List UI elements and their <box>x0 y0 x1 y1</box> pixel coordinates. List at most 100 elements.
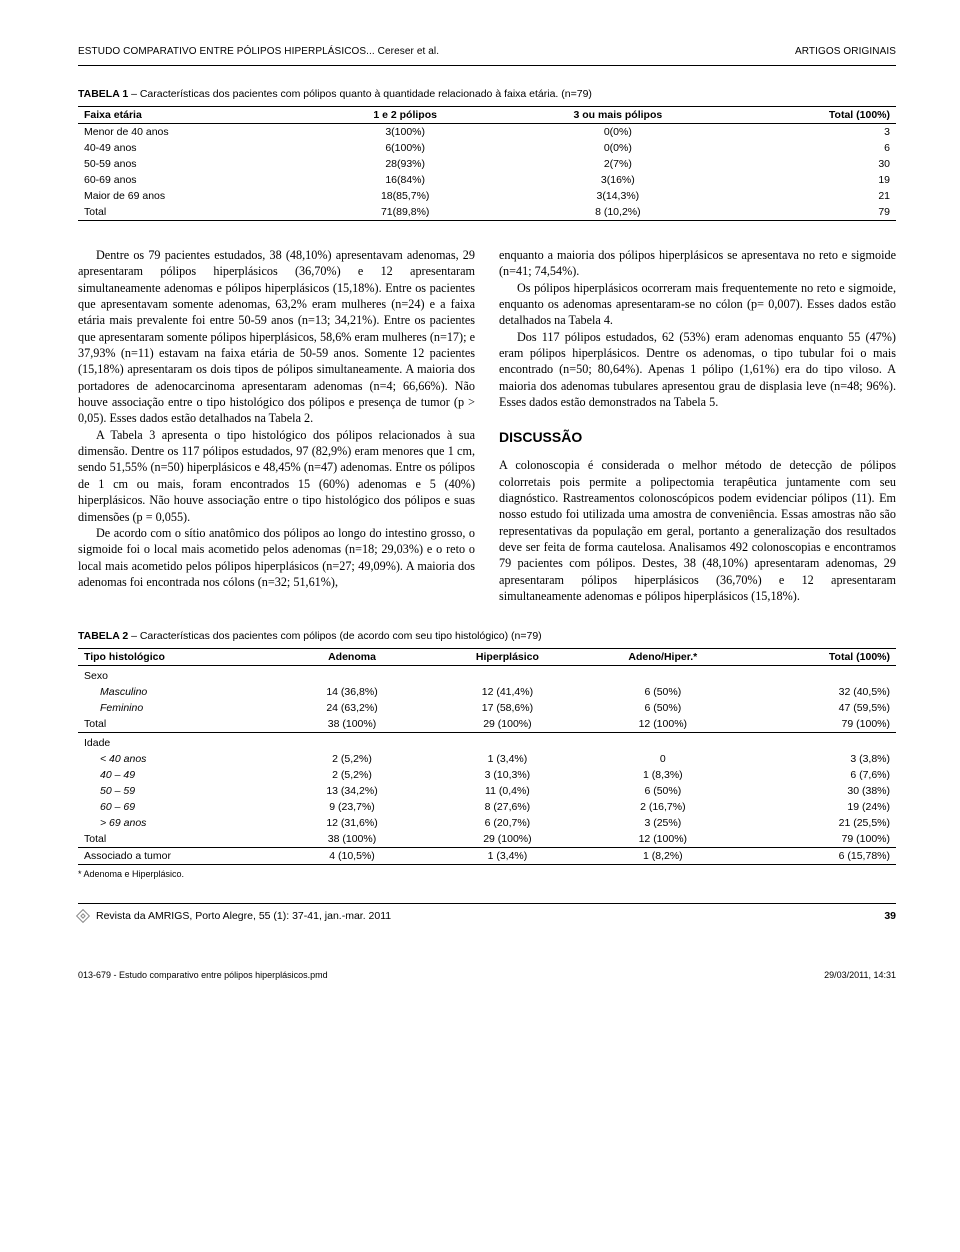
table-cell: 50-59 anos <box>78 156 307 172</box>
table-row: Idade <box>78 733 896 752</box>
table-cell: Maior de 69 anos <box>78 188 307 204</box>
table2-header-row: Tipo histológico Adenoma Hiperplásico Ad… <box>78 649 896 666</box>
table-cell: 18(85,7%) <box>307 188 503 204</box>
table-cell: 2(7%) <box>503 156 732 172</box>
table-cell <box>585 733 740 752</box>
t2-h2: Hiperplásico <box>430 649 585 666</box>
table-cell: 40-49 anos <box>78 140 307 156</box>
header-rule <box>78 65 896 66</box>
table-cell: 17 (58,6%) <box>430 700 585 716</box>
table-cell: 12 (100%) <box>585 716 740 733</box>
table-cell: Idade <box>78 733 274 752</box>
table1-caption-rest: – Características dos pacientes com póli… <box>128 88 592 100</box>
table-cell: 2 (5,2%) <box>274 767 429 783</box>
table-cell: 19 (24%) <box>741 799 896 815</box>
table-cell: 30 <box>732 156 896 172</box>
table-row: Sexo <box>78 666 896 685</box>
right-p1: enquanto a maioria dos pólipos hiperplás… <box>499 247 896 280</box>
table-row: 40 – 492 (5,2%)3 (10,3%)1 (8,3%)6 (7,6%) <box>78 767 896 783</box>
right-p4: A colonoscopia é considerada o melhor mé… <box>499 457 896 604</box>
t2-h0: Tipo histológico <box>78 649 274 666</box>
table-cell: Associado a tumor <box>78 848 274 865</box>
footer-citation: Revista da AMRIGS, Porto Alegre, 55 (1):… <box>96 910 391 922</box>
table-cell: 28(93%) <box>307 156 503 172</box>
left-p2: A Tabela 3 apresenta o tipo histológico … <box>78 427 475 525</box>
table-cell: 2 (16,7%) <box>585 799 740 815</box>
table-cell: 13 (34,2%) <box>274 783 429 799</box>
table-cell: 8 (27,6%) <box>430 799 585 815</box>
table-cell <box>274 666 429 685</box>
table-cell: 29 (100%) <box>430 831 585 848</box>
table-cell: 6 (15,78%) <box>741 848 896 865</box>
table-cell: 38 (100%) <box>274 831 429 848</box>
table-cell: 40 – 49 <box>78 767 274 783</box>
table-cell: 6 (50%) <box>585 700 740 716</box>
table-cell: Masculino <box>78 684 274 700</box>
table-row: 50-59 anos28(93%)2(7%)30 <box>78 156 896 172</box>
table-cell: 3(14,3%) <box>503 188 732 204</box>
t2-h1: Adenoma <box>274 649 429 666</box>
table-cell: 3 (3,8%) <box>741 751 896 767</box>
table-cell: 1 (8,2%) <box>585 848 740 865</box>
table-cell <box>741 666 896 685</box>
table-cell: 6 (7,6%) <box>741 767 896 783</box>
table-cell: 1 (8,3%) <box>585 767 740 783</box>
running-header-right: ARTIGOS ORIGINAIS <box>795 46 896 57</box>
table2-footnote: * Adenoma e Hiperplásico. <box>78 869 896 879</box>
table-cell: Sexo <box>78 666 274 685</box>
page-footer: Revista da AMRIGS, Porto Alegre, 55 (1):… <box>78 903 896 922</box>
table-cell: 60-69 anos <box>78 172 307 188</box>
table-cell: 0(0%) <box>503 124 732 141</box>
table-cell: 50 – 59 <box>78 783 274 799</box>
discussion-heading: DISCUSSÃO <box>499 428 896 447</box>
table-row: Total38 (100%)29 (100%)12 (100%)79 (100%… <box>78 716 896 733</box>
table-cell: 12 (41,4%) <box>430 684 585 700</box>
table-row: Masculino14 (36,8%)12 (41,4%)6 (50%)32 (… <box>78 684 896 700</box>
table-cell: 3 (25%) <box>585 815 740 831</box>
table-row: Menor de 40 anos3(100%)0(0%)3 <box>78 124 896 141</box>
table-row: Total38 (100%)29 (100%)12 (100%)79 (100%… <box>78 831 896 848</box>
table1-caption-bold: TABELA 1 <box>78 88 128 100</box>
table-cell: 29 (100%) <box>430 716 585 733</box>
table-cell: 47 (59,5%) <box>741 700 896 716</box>
table2-caption: TABELA 2 – Características dos pacientes… <box>78 630 896 642</box>
table-cell: 6 (50%) <box>585 684 740 700</box>
running-header: ESTUDO COMPARATIVO ENTRE PÓLIPOS HIPERPL… <box>78 46 896 57</box>
table-cell: 1 (3,4%) <box>430 751 585 767</box>
t2-h3: Adeno/Hiper.* <box>585 649 740 666</box>
table-cell: < 40 anos <box>78 751 274 767</box>
t1-h3: Total (100%) <box>732 107 896 124</box>
body-columns: Dentre os 79 pacientes estudados, 38 (48… <box>78 247 896 604</box>
table-cell: 12 (100%) <box>585 831 740 848</box>
table-row: 40-49 anos6(100%)0(0%)6 <box>78 140 896 156</box>
table-cell: 14 (36,8%) <box>274 684 429 700</box>
left-p3: De acordo com o sítio anatômico dos póli… <box>78 525 475 590</box>
table-cell <box>430 666 585 685</box>
table-row: 60 – 699 (23,7%)8 (27,6%)2 (16,7%)19 (24… <box>78 799 896 815</box>
t1-h1: 1 e 2 pólipos <box>307 107 503 124</box>
t1-h0: Faixa etária <box>78 107 307 124</box>
table-cell: 32 (40,5%) <box>741 684 896 700</box>
table-cell: 1 (3,4%) <box>430 848 585 865</box>
right-p2: Os pólipos hiperplásicos ocorreram mais … <box>499 280 896 329</box>
table-row: > 69 anos12 (31,6%)6 (20,7%)3 (25%)21 (2… <box>78 815 896 831</box>
table-cell: 24 (63,2%) <box>274 700 429 716</box>
t1-h2: 3 ou mais pólipos <box>503 107 732 124</box>
table-cell: 11 (0,4%) <box>430 783 585 799</box>
pmd-line: 013-679 - Estudo comparativo entre pólip… <box>78 970 896 980</box>
table-cell <box>585 666 740 685</box>
table-cell: 38 (100%) <box>274 716 429 733</box>
right-column: enquanto a maioria dos pólipos hiperplás… <box>499 247 896 604</box>
left-column: Dentre os 79 pacientes estudados, 38 (48… <box>78 247 475 604</box>
table-row: Maior de 69 anos18(85,7%)3(14,3%)21 <box>78 188 896 204</box>
table-cell: Total <box>78 831 274 848</box>
table-cell: 79 (100%) <box>741 831 896 848</box>
running-header-left: ESTUDO COMPARATIVO ENTRE PÓLIPOS HIPERPL… <box>78 46 439 57</box>
table-row: 60-69 anos16(84%)3(16%)19 <box>78 172 896 188</box>
table-cell: Feminino <box>78 700 274 716</box>
table-cell <box>274 733 429 752</box>
table-cell: 3(16%) <box>503 172 732 188</box>
table-cell: 9 (23,7%) <box>274 799 429 815</box>
table-cell: 0 <box>585 751 740 767</box>
table-cell: 8 (10,2%) <box>503 204 732 221</box>
